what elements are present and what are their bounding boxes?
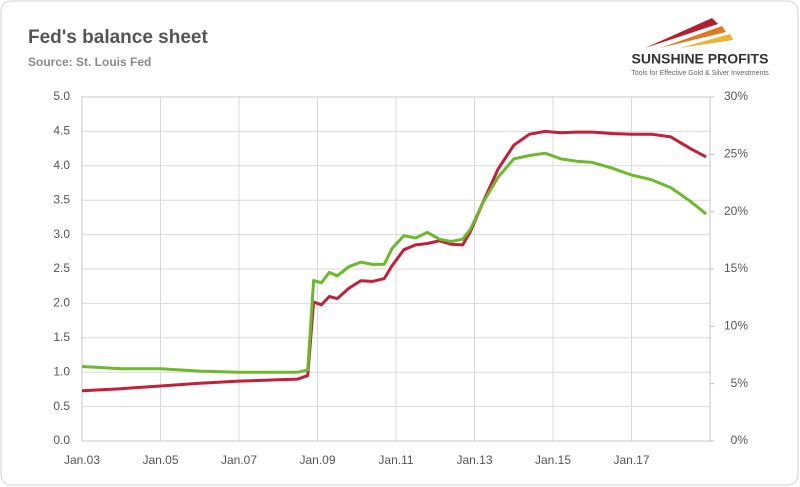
plot-border	[81, 96, 711, 442]
series-line	[81, 129, 707, 393]
x-tick-label: Jan.07	[221, 453, 257, 467]
y-tick-label: 5.0	[53, 89, 70, 103]
y2-tick-label: 10%	[724, 319, 748, 333]
chart-title: Fed's balance sheet	[28, 27, 208, 48]
chart-subtitle: Source: St. Louis Fed	[28, 55, 151, 69]
series-line	[81, 151, 708, 374]
logo-ray	[660, 26, 726, 48]
y-tick-label: 4.5	[53, 124, 70, 138]
logo-ray	[680, 34, 733, 48]
x-tick-label: Jan.05	[142, 453, 178, 467]
y2-tick-label: 15%	[724, 261, 748, 275]
x-tick-label: Jan.11	[378, 453, 413, 467]
x-tick-label: Jan.15	[535, 453, 571, 467]
x-tick-label: Jan.13	[456, 453, 492, 467]
y-tick-label: 1.0	[53, 364, 70, 378]
y-tick-label: 0.0	[53, 433, 70, 447]
y-tick-label: 4.0	[53, 158, 70, 172]
y-tick-label: 3.0	[53, 227, 70, 241]
y2-tick-label: 30%	[724, 89, 748, 103]
y2-tick-label: 25%	[724, 147, 748, 161]
y-tick-label: 2.0	[53, 296, 70, 310]
logo: SUNSHINE PROFITS Tools for Effective Gol…	[631, 18, 769, 77]
logo-tagline: Tools for Effective Gold & Silver Invest…	[631, 70, 769, 77]
x-tick-label: Jan.09	[299, 453, 335, 467]
y2-tick-label: 5%	[731, 376, 749, 390]
x-tick-label: Jan.17	[613, 453, 649, 467]
logo-ray	[645, 18, 718, 48]
plot-area: 0.0 0.5 1.0 1.5 2.0 2.5 3.0 3.5 4.0 4.5 5.0 0% 5% 10%…	[53, 89, 748, 467]
y-tick-label: 3.5	[53, 192, 70, 206]
y2-tick-label: 0%	[731, 433, 749, 447]
y2-tick-label: 20%	[724, 204, 748, 218]
x-tick-label: Jan.03	[64, 453, 100, 467]
y-tick-label: 1.5	[53, 330, 70, 344]
y-tick-label: 2.5	[53, 261, 70, 275]
y-tick-label: 0.5	[53, 399, 70, 413]
logo-name: SUNSHINE PROFITS	[632, 51, 769, 67]
